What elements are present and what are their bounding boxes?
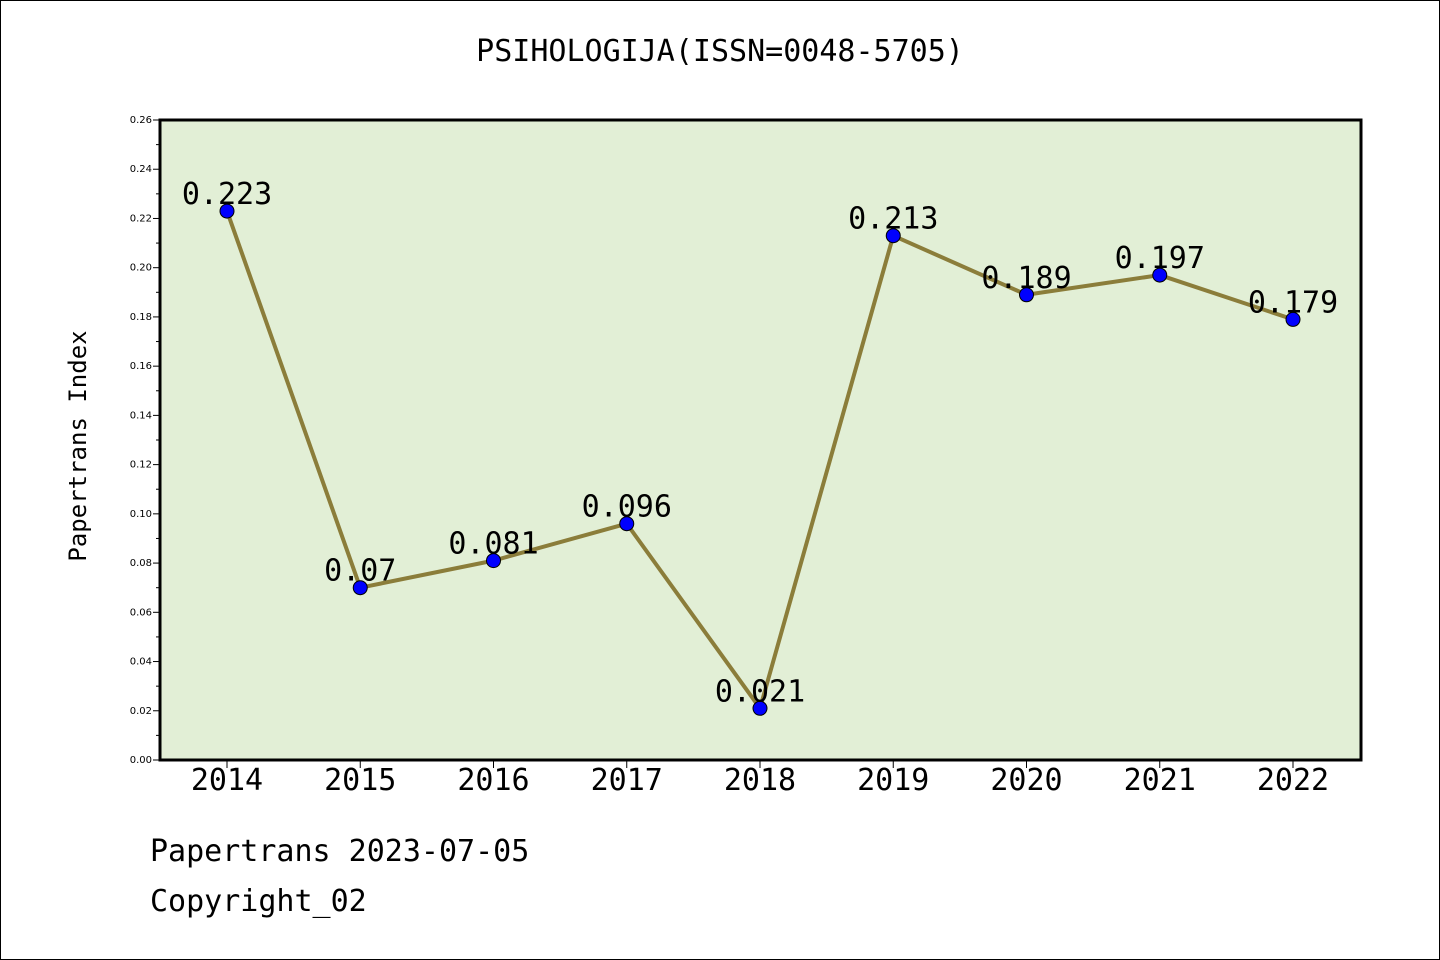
y-tick-label: 0.10 — [130, 509, 152, 520]
y-tick-label: 0.22 — [130, 213, 152, 224]
y-tick-label: 0.02 — [130, 706, 152, 717]
y-tick-label: 0.20 — [130, 263, 152, 274]
data-point — [1152, 267, 1168, 283]
chart-title: PSIHOLOGIJA(ISSN=0048-5705) — [476, 34, 964, 69]
data-point — [752, 700, 768, 716]
data-label: 0.223 — [182, 177, 272, 212]
x-tick-label: 2017 — [591, 763, 663, 798]
y-tick-label: 0.04 — [130, 657, 152, 668]
x-tick-label: 2022 — [1257, 763, 1329, 798]
data-label: 0.096 — [582, 490, 672, 525]
data-label: 0.213 — [848, 202, 938, 237]
data-point — [1285, 311, 1301, 327]
y-tick-label: 0.18 — [130, 312, 152, 323]
data-label: 0.197 — [1115, 241, 1205, 276]
y-tick-label: 0.00 — [130, 755, 152, 766]
plot-area — [158, 118, 1363, 762]
data-label: 0.081 — [448, 527, 538, 562]
data-point — [1019, 287, 1034, 303]
data-point — [352, 580, 368, 596]
x-tick-label: 2016 — [457, 763, 529, 798]
y-tick-label: 0.26 — [130, 115, 152, 126]
y-axis-label: Papertrans Index — [64, 330, 92, 561]
data-label: 0.189 — [981, 261, 1071, 296]
y-axis: 0.00 0.02 0.04 0.06 0.08 0.10 0.12 0.14 0.16 0.18… — [130, 115, 160, 766]
data-point — [486, 553, 501, 569]
data-point — [219, 203, 235, 219]
y-tick-label: 0.16 — [130, 361, 152, 372]
series — [219, 203, 1301, 716]
y-tick-label: 0.12 — [130, 460, 152, 471]
y-tick-label: 0.24 — [130, 164, 152, 175]
y-tick-label: 0.06 — [130, 607, 152, 618]
x-tick-label: 2019 — [857, 763, 929, 798]
x-tick-label: 2020 — [990, 763, 1062, 798]
y-tick-label: 0.14 — [130, 410, 152, 421]
data-point — [619, 516, 635, 532]
data-label: 0.07 — [324, 554, 396, 589]
x-tick-label: 2021 — [1124, 763, 1196, 798]
footer-date: Papertrans 2023-07-05 — [150, 834, 530, 869]
data-labels: 0.223 0.07 0.081 0.096 0.021 0.213 0.189 0.197 0… — [182, 177, 1338, 709]
data-point — [885, 228, 901, 244]
y-tick-label: 0.08 — [130, 558, 152, 569]
data-label: 0.021 — [715, 674, 805, 709]
data-label: 0.179 — [1248, 285, 1338, 320]
x-tick-label: 2018 — [724, 763, 796, 798]
x-tick-label: 2015 — [324, 763, 396, 798]
x-axis: 2014 2015 2016 2017 2018 2019 2020 2021 2022 — [191, 760, 1329, 798]
footer-copyright: Copyright_02 — [150, 884, 367, 919]
x-tick-label: 2014 — [191, 763, 263, 798]
